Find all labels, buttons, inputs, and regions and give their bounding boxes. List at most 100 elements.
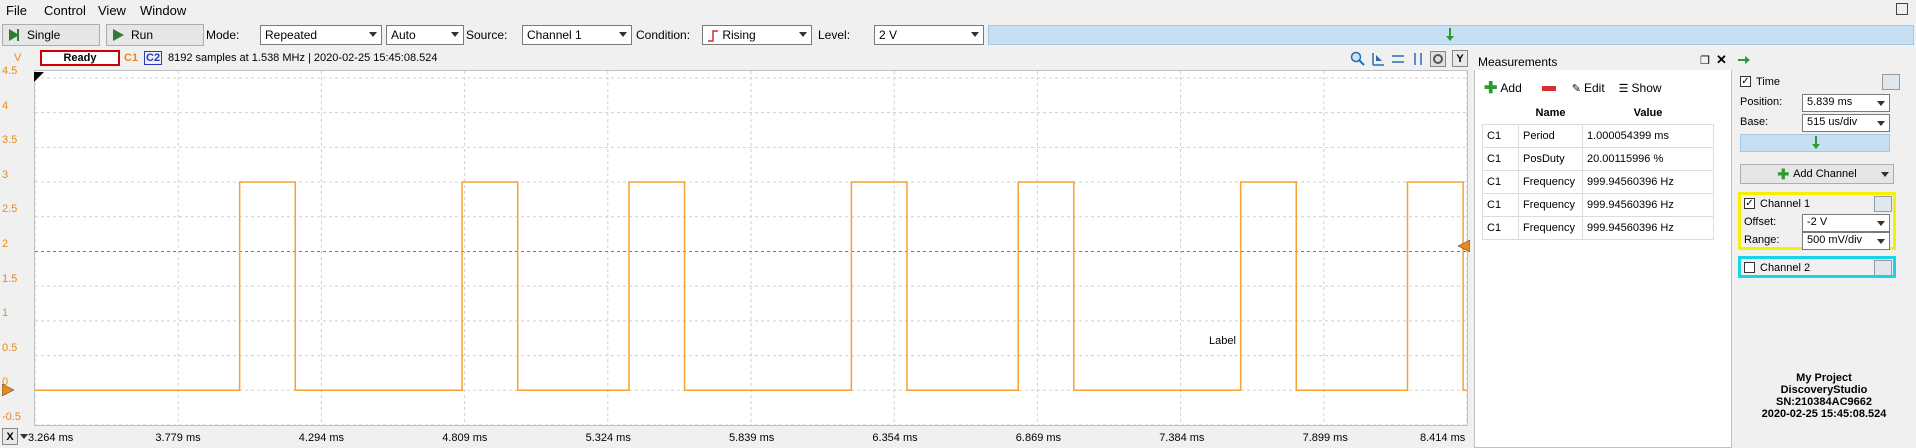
channel2-label: Channel 2 [1760, 262, 1811, 274]
chevron-down-icon [1877, 101, 1885, 106]
time-position-bar[interactable] [1740, 134, 1890, 152]
menu-view[interactable]: View [98, 3, 126, 18]
add-channel-label: Add Channel [1793, 168, 1857, 180]
y-tick-label: 2.5 [2, 203, 18, 216]
control-panel: ✓ Time Position: 5.839 ms Base: 515 us/d… [1736, 52, 1916, 448]
position-select[interactable]: 5.839 ms [1802, 94, 1890, 112]
menu-control[interactable]: Control [44, 3, 86, 18]
y-tick-label: 1 [2, 307, 9, 320]
edit-button[interactable]: Edit [1583, 81, 1605, 95]
scope-plot[interactable]: Label [34, 70, 1468, 426]
level-select[interactable]: 2 V [874, 25, 984, 45]
waveform-canvas [35, 71, 1467, 425]
settings-icon[interactable] [1430, 51, 1446, 67]
scope-header: V Ready C1 C2 8192 samples at 1.538 MHz … [0, 48, 1470, 70]
base-select[interactable]: 515 us/div [1802, 114, 1890, 132]
project-timestamp: 2020-02-25 15:45:08.524 [1761, 408, 1887, 420]
menu-window[interactable]: Window [140, 3, 187, 18]
project-info: My Project DiscoveryStudio SN:210384AC96… [1736, 372, 1912, 420]
x-tick-label: 4.294 ms [298, 432, 345, 444]
table-row[interactable]: C1 Frequency 999.94560396 Hz [1482, 193, 1714, 217]
y-tick-label: 3 [2, 168, 9, 181]
offset-select[interactable]: -2 V [1802, 214, 1890, 232]
run-button[interactable]: Run [106, 24, 204, 46]
x-tick-label: 7.899 ms [1302, 432, 1348, 444]
source-select[interactable]: Channel 1 [522, 25, 632, 45]
menu-file[interactable]: File [6, 3, 27, 18]
restore-icon[interactable] [1896, 3, 1908, 15]
single-button[interactable]: Single [2, 24, 100, 46]
y-tick-label: -0.5 [2, 411, 21, 423]
add-icon: ✚ [1777, 165, 1790, 182]
mode-select[interactable]: Repeated [260, 25, 382, 45]
cell-name: Frequency [1518, 193, 1583, 217]
chevron-down-icon [799, 32, 807, 37]
float-icon[interactable]: ❐ [1700, 55, 1710, 67]
channel1-settings-icon[interactable] [1874, 196, 1892, 212]
add-channel-button[interactable]: ✚ Add Channel [1740, 164, 1894, 184]
acquisition-info: 8192 samples at 1.538 MHz | 2020-02-25 1… [168, 52, 438, 64]
x-axis: X [0, 426, 1470, 448]
channel2-checkbox[interactable] [1744, 262, 1755, 273]
arrow-down-icon [1446, 28, 1454, 41]
measurements-title-bar: Measurements ❐ ✕ [1474, 52, 1732, 70]
project-device: DiscoveryStudio [1780, 384, 1868, 396]
chevron-down-icon [1881, 172, 1889, 177]
chevron-down-icon[interactable] [20, 434, 28, 440]
close-icon[interactable]: ✕ [1716, 52, 1727, 67]
measurements-panel [1474, 52, 1732, 448]
add-button[interactable]: Add [1500, 81, 1522, 95]
cell-ch: C1 [1482, 193, 1519, 217]
show-button[interactable]: Show [1631, 81, 1662, 95]
show-icon: ☰ [1618, 82, 1629, 95]
x-tick-label: 4.809 ms [442, 432, 488, 444]
chevron-down-icon [1877, 221, 1885, 226]
col-channel [1483, 102, 1519, 125]
trigger-top-marker-icon [34, 72, 44, 82]
chevron-down-icon [369, 32, 377, 37]
range-label: Range: [1744, 234, 1780, 246]
channel2-toggle[interactable]: C2 [144, 51, 163, 65]
condition-select[interactable]: Rising [702, 25, 812, 45]
channel1-checkbox[interactable]: ✓ [1744, 198, 1755, 209]
source-value: Channel 1 [527, 28, 582, 42]
time-label: Time [1756, 76, 1781, 88]
auto-value: Auto [391, 28, 416, 42]
single-play-icon [9, 29, 19, 41]
cursor-icon[interactable] [1370, 51, 1386, 67]
x-axis-button[interactable]: X [2, 428, 18, 445]
channel1-offset-marker-icon[interactable] [2, 384, 14, 396]
table-row[interactable]: C1 Frequency 999.94560396 Hz [1482, 170, 1714, 194]
y-tick-label: 3.5 [2, 134, 18, 147]
chevron-down-icon [1877, 239, 1885, 244]
channel1-toggle[interactable]: C1 [124, 52, 139, 64]
channel2-settings-icon[interactable] [1874, 260, 1892, 276]
trigger-position-bar[interactable] [988, 25, 1914, 45]
auto-select[interactable]: Auto [386, 25, 464, 45]
vertical-cursor-icon[interactable] [1410, 51, 1426, 67]
mode-value: Repeated [265, 28, 318, 42]
measurements-table: Name Value C1 Period 1.000054399 ms C1 PosDu… [1482, 102, 1714, 240]
range-value: 500 mV/div [1807, 234, 1863, 246]
y-axis-button[interactable]: Y [1452, 50, 1468, 67]
x-tick-label: 5.324 ms [585, 432, 631, 444]
zoom-icon[interactable] [1350, 51, 1366, 67]
trigger-level-marker-icon[interactable] [1458, 240, 1470, 252]
remove-icon[interactable] [1541, 85, 1556, 91]
horizontal-cursor-icon[interactable] [1390, 51, 1406, 67]
table-row[interactable]: C1 Period 1.000054399 ms [1482, 124, 1714, 148]
cell-ch: C1 [1482, 170, 1519, 194]
time-checkbox[interactable]: ✓ [1740, 76, 1751, 87]
edit-icon: ✎ [1571, 82, 1581, 95]
table-row[interactable]: C1 Frequency 999.94560396 Hz [1482, 216, 1714, 240]
range-select[interactable]: 500 mV/div [1802, 232, 1890, 250]
time-settings-icon[interactable] [1882, 74, 1900, 90]
cell-name: Frequency [1518, 216, 1583, 240]
y-tick-label: 0 [2, 376, 9, 389]
unit-label: V [14, 52, 22, 64]
table-row[interactable]: C1 PosDuty 20.00115996 % [1482, 147, 1714, 171]
menu-bar: File Control View Window [0, 0, 1916, 22]
arrow-right-icon[interactable] [1738, 56, 1750, 64]
condition-label: Condition: [636, 28, 691, 42]
toolbar: Single Run Mode: Repeated Auto Source: C… [0, 22, 1916, 48]
